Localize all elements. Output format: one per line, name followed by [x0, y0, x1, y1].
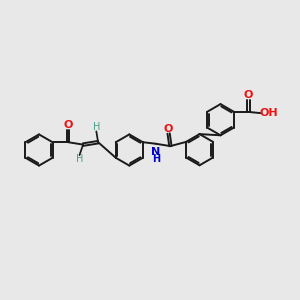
Text: O: O [63, 120, 73, 130]
Text: O: O [164, 124, 173, 134]
Text: N: N [152, 147, 160, 157]
Text: H: H [152, 154, 160, 164]
Text: H: H [93, 122, 100, 132]
Text: OH: OH [260, 108, 278, 118]
Text: O: O [244, 90, 253, 100]
Text: H: H [76, 154, 83, 164]
